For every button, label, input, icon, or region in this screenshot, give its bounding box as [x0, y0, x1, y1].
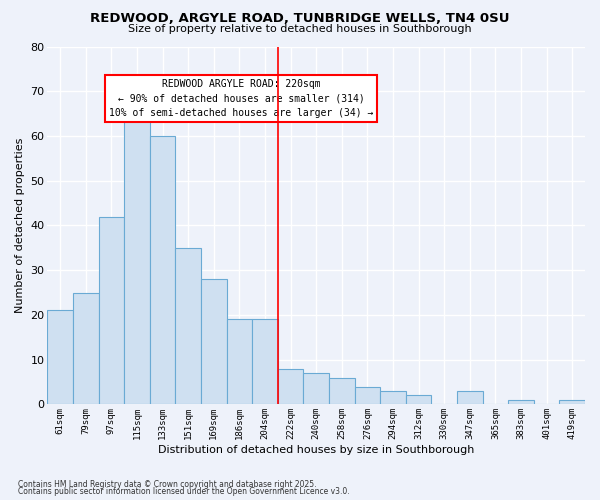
Bar — [329, 378, 355, 404]
Bar — [201, 279, 227, 404]
Text: REDWOOD ARGYLE ROAD: 220sqm
← 90% of detached houses are smaller (314)
10% of se: REDWOOD ARGYLE ROAD: 220sqm ← 90% of det… — [109, 78, 373, 118]
Bar — [227, 320, 252, 404]
Bar — [124, 104, 150, 405]
Y-axis label: Number of detached properties: Number of detached properties — [15, 138, 25, 313]
Bar — [355, 386, 380, 404]
Bar — [252, 320, 278, 404]
Text: REDWOOD, ARGYLE ROAD, TUNBRIDGE WELLS, TN4 0SU: REDWOOD, ARGYLE ROAD, TUNBRIDGE WELLS, T… — [90, 12, 510, 26]
X-axis label: Distribution of detached houses by size in Southborough: Distribution of detached houses by size … — [158, 445, 475, 455]
Bar — [406, 396, 431, 404]
Bar — [457, 391, 482, 404]
Bar — [304, 373, 329, 404]
Bar — [98, 216, 124, 404]
Bar — [73, 292, 98, 405]
Bar — [278, 368, 304, 404]
Bar — [150, 136, 175, 404]
Bar — [175, 248, 201, 404]
Bar — [559, 400, 585, 404]
Bar — [508, 400, 534, 404]
Text: Contains public sector information licensed under the Open Government Licence v3: Contains public sector information licen… — [18, 487, 350, 496]
Text: Size of property relative to detached houses in Southborough: Size of property relative to detached ho… — [128, 24, 472, 34]
Bar — [380, 391, 406, 404]
Text: Contains HM Land Registry data © Crown copyright and database right 2025.: Contains HM Land Registry data © Crown c… — [18, 480, 317, 489]
Bar — [47, 310, 73, 404]
